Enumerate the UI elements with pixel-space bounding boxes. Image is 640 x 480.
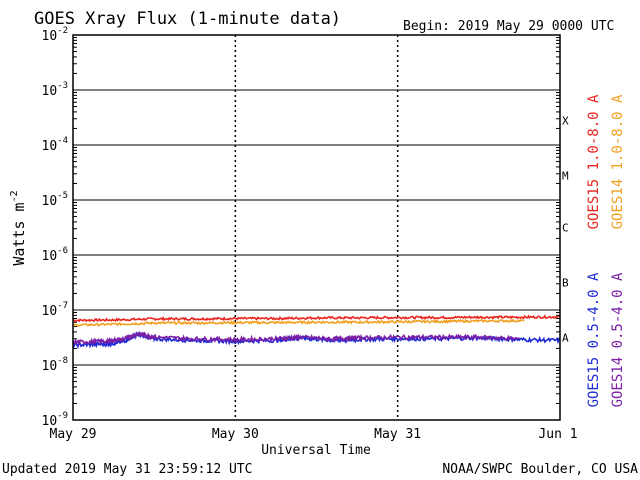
y-tick-label: 10-5 xyxy=(42,191,69,209)
x-tick-labels: May 29 May 30 May 31 Jun 1 xyxy=(50,427,578,442)
y-axis-label: Watts m xyxy=(10,202,28,265)
y-tick-label: 10-4 xyxy=(42,136,69,154)
legend-long-channel: GOES15 1.0-8.0 A GOES14 1.0-8.0 A xyxy=(586,94,626,229)
chart-title: GOES Xray Flux (1-minute data) xyxy=(34,9,341,29)
legend-entry: GOES14 1.0-8.0 A xyxy=(610,94,626,229)
y-tick-labels: 10-2 10-3 10-4 10-5 10-6 10-7 10-8 10-9 xyxy=(42,26,69,429)
y-axis-label-sup: -2 xyxy=(9,190,20,202)
y-tick-label: 10-9 xyxy=(42,411,69,429)
svg-text:Watts m-2: Watts m-2 xyxy=(9,190,28,265)
flare-class-label: A xyxy=(562,332,569,345)
y-tick-label: 10-8 xyxy=(42,356,69,374)
y-tick-label: 10-2 xyxy=(42,26,69,44)
credit-text: NOAA/SWPC Boulder, CO USA xyxy=(442,462,638,477)
legend-entry: GOES15 1.0-8.0 A xyxy=(586,94,602,229)
x-tick-label: May 31 xyxy=(374,427,421,442)
grid xyxy=(73,35,560,420)
y-tick-label: 10-3 xyxy=(42,81,69,99)
x-tick-label: May 29 xyxy=(50,427,97,442)
x-tick-label: May 30 xyxy=(212,427,259,442)
series-lines xyxy=(72,314,561,350)
flare-class-label: C xyxy=(562,222,569,235)
series-line xyxy=(72,318,525,328)
plot-frame xyxy=(72,34,561,421)
legend-short-channel: GOES15 0.5-4.0 A GOES14 0.5-4.0 A xyxy=(586,272,626,407)
legend-entry: GOES14 0.5-4.0 A xyxy=(610,272,626,407)
y-tick-label: 10-7 xyxy=(42,301,69,319)
flare-class-label: M xyxy=(562,169,569,182)
begin-label: Begin: 2019 May 29 0000 UTC xyxy=(403,19,614,34)
updated-timestamp: Updated 2019 May 31 23:59:12 UTC xyxy=(2,462,252,477)
y-axis-label-group: Watts m-2 xyxy=(9,190,28,265)
legend-entry: GOES15 0.5-4.0 A xyxy=(586,272,602,407)
x-tick-label: Jun 1 xyxy=(538,427,577,442)
series-line xyxy=(72,314,561,323)
x-axis-label: Universal Time xyxy=(261,443,371,458)
y-tick-label: 10-6 xyxy=(42,246,69,264)
flare-class-label: X xyxy=(562,114,569,127)
series-line xyxy=(72,330,520,347)
flare-class-label: B xyxy=(562,277,569,290)
flare-class-labels: X M C B A xyxy=(562,114,569,344)
